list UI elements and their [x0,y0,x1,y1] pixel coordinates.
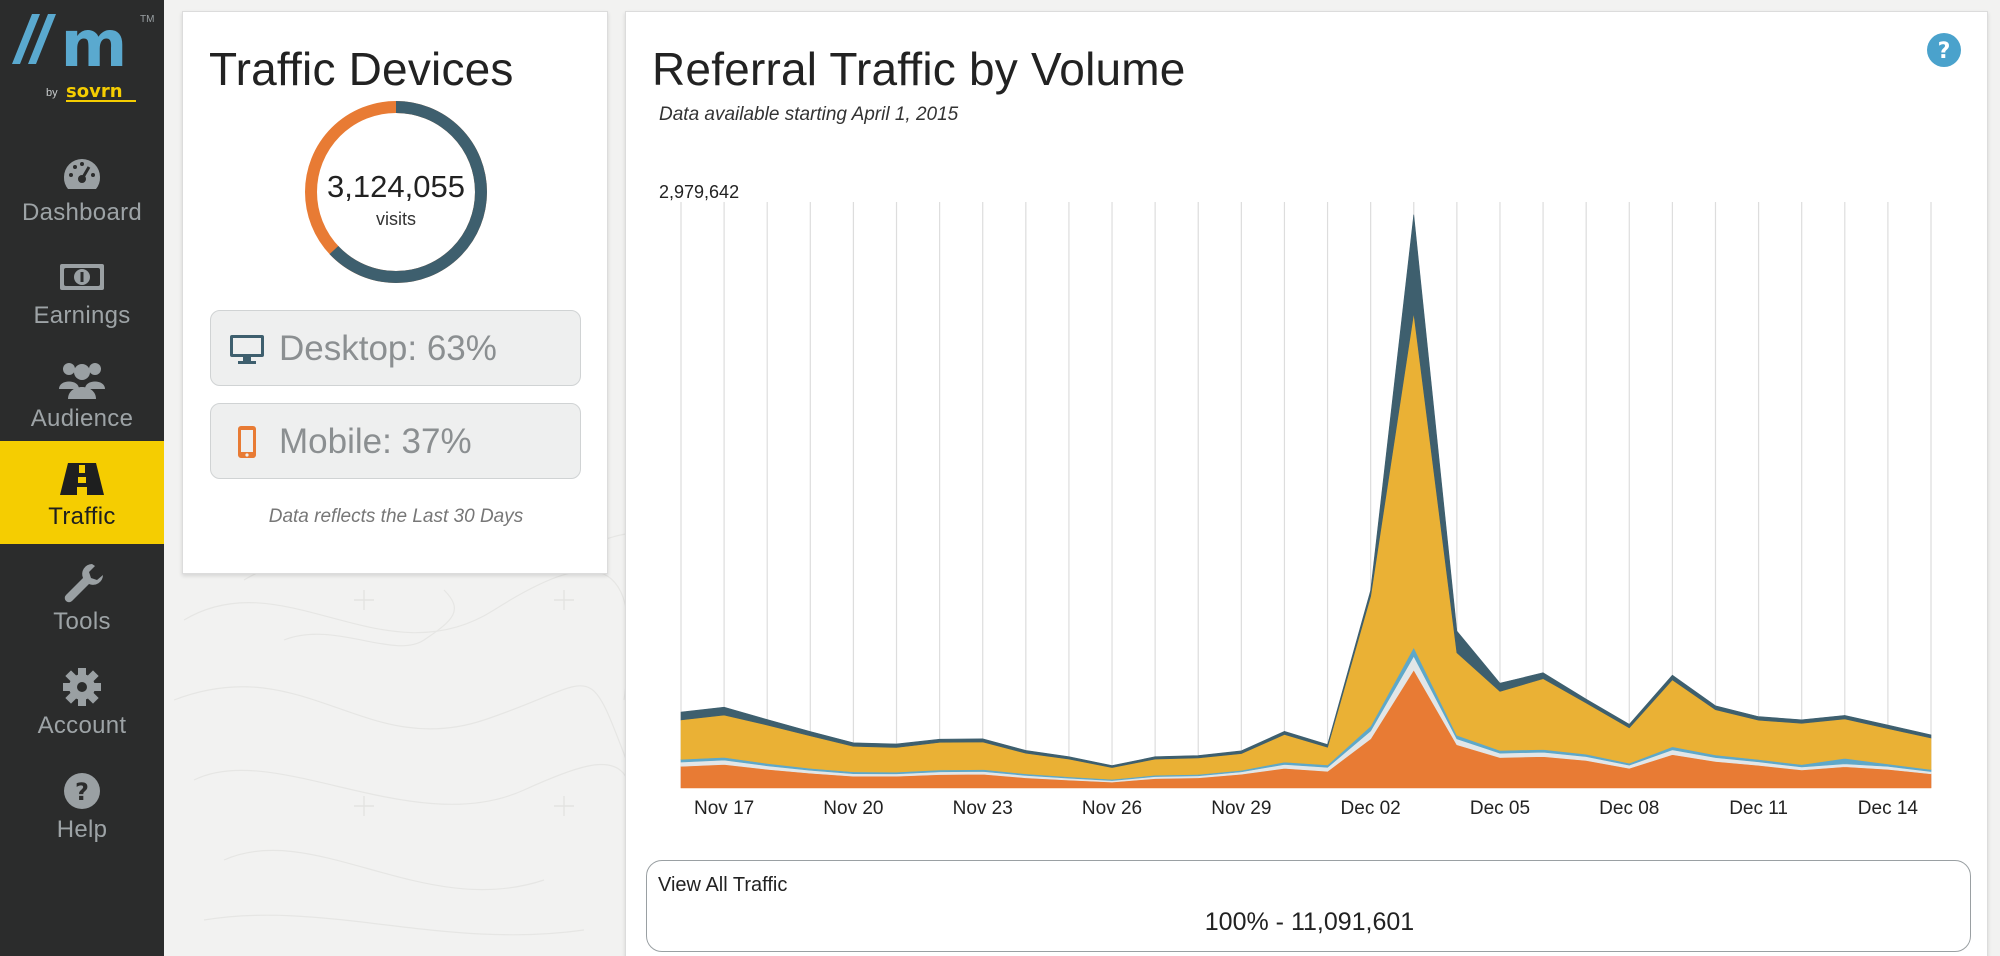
svg-text:by: by [46,87,58,99]
donut-chart [305,101,487,283]
x-tick-label: Dec 05 [1470,798,1530,819]
wrench-icon [64,564,103,603]
sidebar-item-earnings[interactable]: Earnings [0,240,164,343]
view-all-traffic[interactable]: View All Traffic 100% - 11,091,601 [646,860,1971,952]
svg-text:m: m [61,8,128,82]
desktop-stat: Desktop: 63% [210,310,581,386]
x-tick-label: Nov 23 [953,798,1013,819]
view-all-label: View All Traffic [658,874,788,896]
devices-donut: 3,124,055 visits [301,97,491,287]
referral-area-chart: 2,979,642 Nov 17 Nov 20 Nov 23 Nov 26 Nov 29 D… [659,182,1932,819]
y-max-label: 2,979,642 [659,182,739,202]
view-all-value: 100% - 11,091,601 [1204,908,1415,936]
logo-mark: m TM by sovrn [12,8,154,102]
referral-traffic-card: Referral Traffic by Volume Data availabl… [625,11,1988,956]
money-icon [60,264,104,290]
referral-title: Referral Traffic by Volume [652,43,1186,95]
x-tick-label: Dec 11 [1729,798,1788,819]
total-visits: 3,124,055 [327,169,465,204]
sidebar-item-help[interactable]: ? Help [0,754,164,857]
svg-text:?: ? [75,778,89,806]
series-area-4 [680,214,1932,768]
gear-icon [63,668,101,706]
svg-text:sovrn: sovrn [66,81,123,102]
visits-unit: visits [376,209,416,229]
desktop-label: Desktop: 63% [279,329,497,368]
x-tick-label: Nov 29 [1211,798,1271,819]
x-tick-label: Nov 20 [823,798,883,819]
sidebar-item-label: Earnings [33,302,131,329]
sidebar-item-label: Account [37,712,127,739]
sidebar-item-label: Dashboard [21,199,143,226]
mobile-label: Mobile: 37% [279,422,472,461]
series-area-3 [680,313,1932,780]
donut-desktop-segment [305,101,487,283]
sidebar-item-tools[interactable]: Tools [0,546,164,649]
devices-title: Traffic Devices [209,43,514,95]
referral-subtitle: Data available starting April 1, 2015 [659,104,959,125]
sidebar-item-label: Help [56,816,108,843]
sidebar-item-label: Traffic [48,503,116,530]
x-tick-label: Nov 26 [1082,798,1142,819]
sidebar-item-account[interactable]: Account [0,650,164,753]
gauge-icon [63,159,101,189]
x-tick-label: Nov 17 [694,798,754,819]
road-icon [60,463,104,495]
sidebar-item-audience[interactable]: Audience [0,343,164,446]
help-circle-icon[interactable]: ? [1925,31,1963,69]
logo[interactable]: m TM by sovrn [0,0,164,120]
svg-text:TM: TM [140,14,154,25]
x-tick-label: Dec 14 [1858,798,1919,819]
desktop-icon [230,335,264,364]
x-tick-label: Dec 08 [1599,798,1659,819]
sidebar-item-label: Audience [30,405,134,432]
mobile-icon [238,426,256,458]
question-icon: ? [64,773,100,809]
sidebar-item-dashboard[interactable]: Dashboard [0,137,164,240]
sidebar: m TM by sovrn Dashboard Earnings [0,0,164,956]
mobile-stat: Mobile: 37% [210,403,581,479]
traffic-devices-card: Traffic Devices 3,124,055 visits Desktop… [182,11,608,574]
x-tick-label: Dec 02 [1341,798,1401,819]
devices-note: Data reflects the Last 30 Days [268,506,524,527]
users-icon [59,363,105,399]
sidebar-item-traffic[interactable]: Traffic [0,441,164,544]
sidebar-item-label: Tools [53,608,111,635]
svg-text:?: ? [1938,39,1951,64]
